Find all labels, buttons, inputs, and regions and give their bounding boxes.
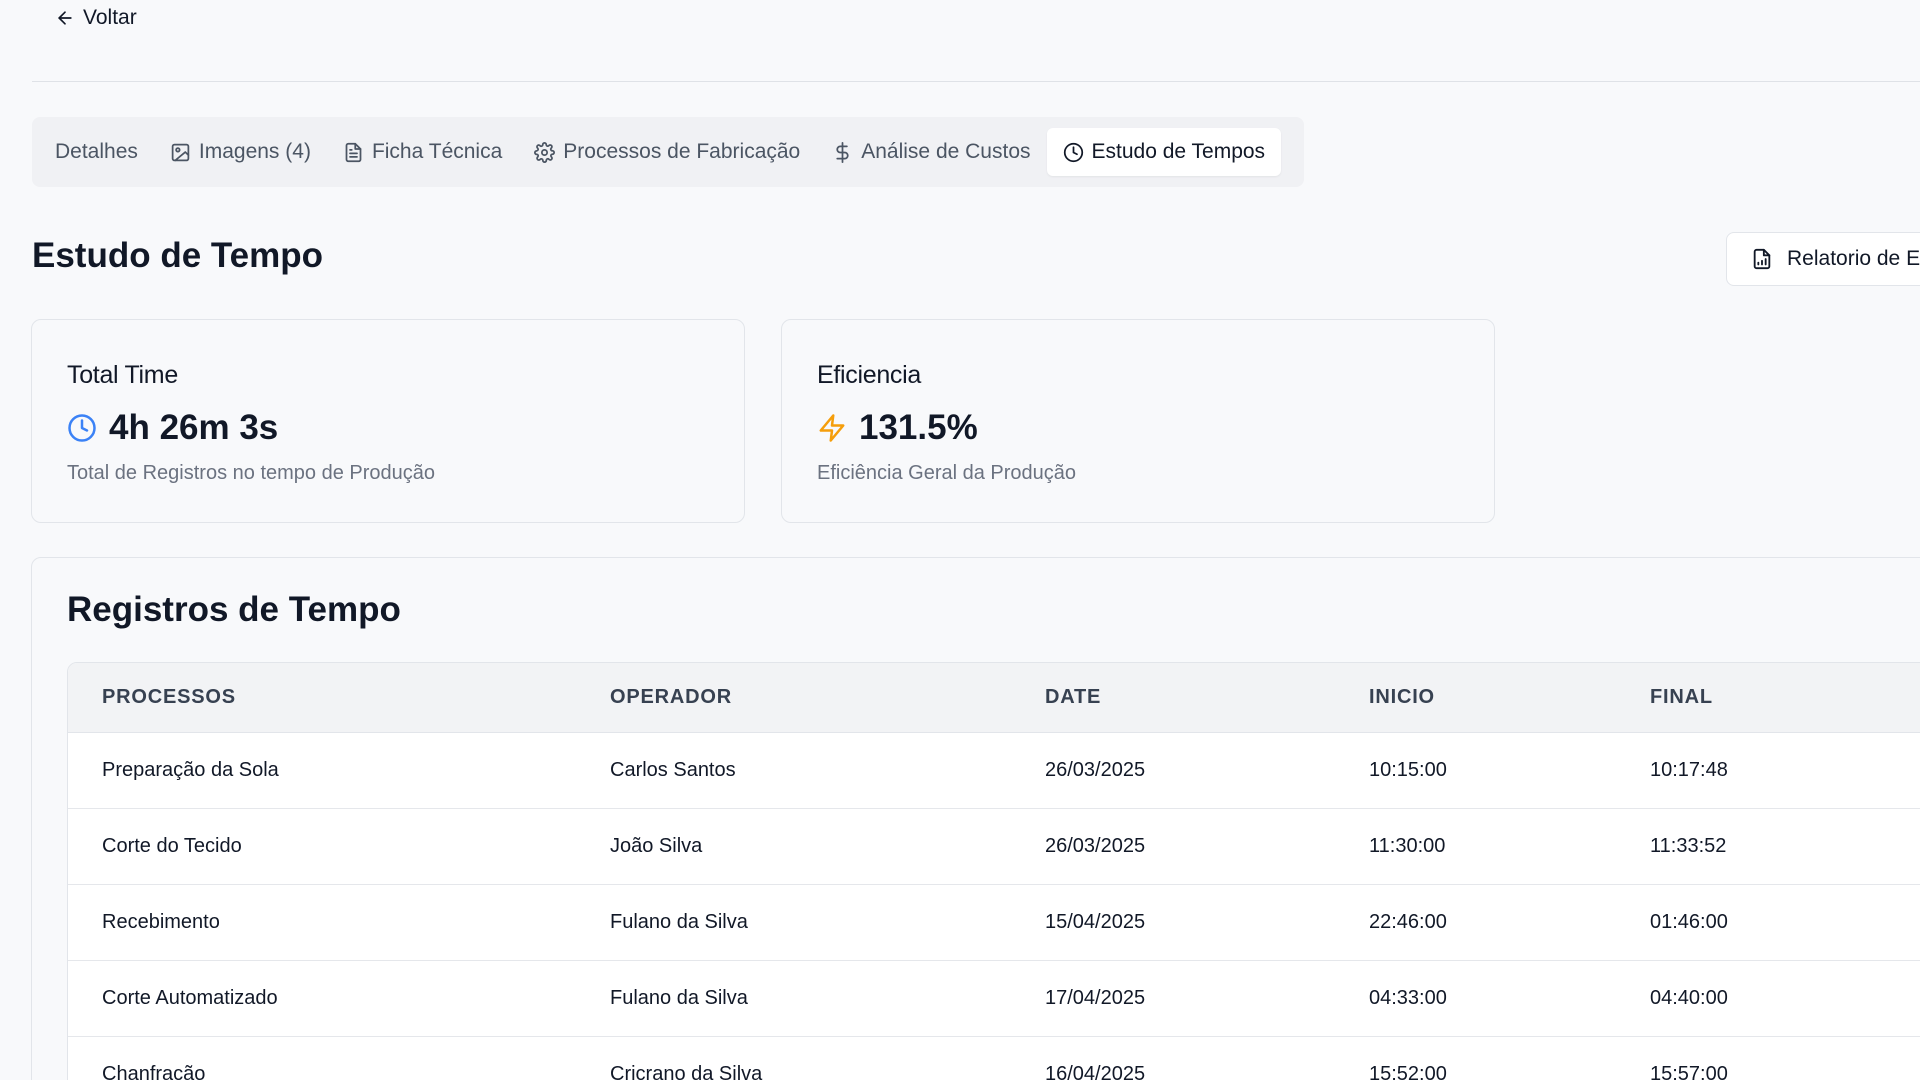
column-header[interactable]: DATE <box>1045 686 1102 708</box>
tab-analise-custos[interactable]: Análise de Custos <box>816 128 1046 176</box>
card-title: Total Time <box>67 361 178 389</box>
tab-estudo-tempos[interactable]: Estudo de Tempos <box>1046 128 1282 176</box>
header-divider <box>32 81 1920 82</box>
end-cell: 11:33:52 <box>1650 835 1727 857</box>
start-cell: 22:46:00 <box>1369 911 1447 933</box>
process-cell: Chanfração <box>102 1063 206 1080</box>
report-button-label: Relatorio de Ef <box>1787 247 1920 270</box>
time-records-panel: Registros de Tempo PROCESSOS OPERADOR DA… <box>31 557 1920 1080</box>
operator-cell: Carlos Santos <box>610 759 736 781</box>
dollar-icon <box>836 141 849 163</box>
operator-cell: João Silva <box>610 835 703 857</box>
image-icon <box>171 143 190 161</box>
efficiency-card: Eficiencia 131.5% Eficiência Geral da Pr… <box>781 319 1495 523</box>
start-cell: 10:15:00 <box>1369 759 1447 781</box>
date-cell: 15/04/2025 <box>1045 911 1146 933</box>
tab-label: Imagens (4) <box>198 140 311 163</box>
table-row[interactable]: Chanfração Cricrano da Silva 16/04/2025 … <box>68 1037 1920 1080</box>
operator-cell: Fulano da Silva <box>610 987 748 1009</box>
tab-label: Análise de Custos <box>861 140 1031 163</box>
tab-ficha-tecnica[interactable]: Ficha Técnica <box>327 128 518 176</box>
end-cell: 04:40:00 <box>1650 987 1728 1009</box>
process-cell: Preparação da Sola <box>102 759 279 781</box>
tab-processos-fabricacao[interactable]: Processos de Fabricação <box>518 128 816 176</box>
total-time-value: 4h 26m 3s <box>109 408 279 447</box>
column-header[interactable]: INICIO <box>1369 686 1435 708</box>
file-text-icon <box>345 142 362 162</box>
report-button[interactable]: Relatorio de Ef <box>1726 232 1920 286</box>
end-cell: 01:46:00 <box>1650 911 1728 933</box>
back-label: Voltar <box>83 6 137 29</box>
page-title: Estudo de Tempo <box>32 236 324 275</box>
date-cell: 16/04/2025 <box>1045 1063 1146 1080</box>
process-cell: Recebimento <box>102 911 220 933</box>
arrow-left-icon <box>58 11 72 25</box>
tab-label: Detalhes <box>55 140 138 163</box>
efficiency-value: 131.5% <box>859 408 978 447</box>
card-title: Eficiencia <box>817 361 921 389</box>
total-time-card: Total Time 4h 26m 3s Total de Registros … <box>31 319 745 523</box>
date-cell: 17/04/2025 <box>1045 987 1146 1009</box>
end-cell: 10:17:48 <box>1650 759 1728 781</box>
table-row[interactable]: Corte Automatizado Fulano da Silva 17/04… <box>68 961 1920 1037</box>
records-table: PROCESSOS OPERADOR DATE INICIO FINAL Pre… <box>67 662 1920 1080</box>
column-header[interactable]: FINAL <box>1650 686 1713 708</box>
clock-icon <box>68 414 96 442</box>
start-cell: 15:52:00 <box>1369 1063 1447 1080</box>
start-cell: 04:33:00 <box>1369 987 1447 1009</box>
back-link[interactable]: Voltar <box>55 6 137 30</box>
clock-icon <box>1063 142 1083 162</box>
lightning-icon <box>819 414 845 442</box>
column-header[interactable]: PROCESSOS <box>102 686 236 708</box>
column-header[interactable]: OPERADOR <box>610 686 732 708</box>
table-row[interactable]: Recebimento Fulano da Silva 15/04/2025 2… <box>68 885 1920 961</box>
tab-label: Estudo de Tempos <box>1091 140 1266 163</box>
end-cell: 15:57:00 <box>1650 1063 1728 1080</box>
records-title: Registros de Tempo <box>67 590 401 629</box>
tab-imagens[interactable]: Imagens (4) <box>154 128 327 176</box>
operator-cell: Fulano da Silva <box>610 911 748 933</box>
tab-label: Ficha Técnica <box>371 140 503 163</box>
file-chart-icon <box>1753 248 1771 270</box>
process-cell: Corte do Tecido <box>102 835 242 857</box>
tab-detalhes[interactable]: Detalhes <box>39 128 154 176</box>
operator-cell: Cricrano da Silva <box>610 1063 763 1080</box>
date-cell: 26/03/2025 <box>1045 835 1146 857</box>
table-header: PROCESSOS OPERADOR DATE INICIO FINAL <box>68 663 1920 733</box>
card-description: Total de Registros no tempo de Produção <box>67 462 435 484</box>
table-row[interactable]: Preparação da Sola Carlos Santos 26/03/2… <box>68 733 1920 809</box>
date-cell: 26/03/2025 <box>1045 759 1146 781</box>
start-cell: 11:30:00 <box>1369 835 1446 857</box>
card-description: Eficiência Geral da Produção <box>817 462 1077 484</box>
table-row[interactable]: Corte do Tecido João Silva 26/03/2025 11… <box>68 809 1920 885</box>
gear-icon <box>534 141 556 163</box>
process-cell: Corte Automatizado <box>102 987 278 1009</box>
tab-label: Processos de Fabricação <box>563 140 801 163</box>
tab-bar: Detalhes Imagens (4) Ficha Técnica Proce… <box>32 117 1304 187</box>
